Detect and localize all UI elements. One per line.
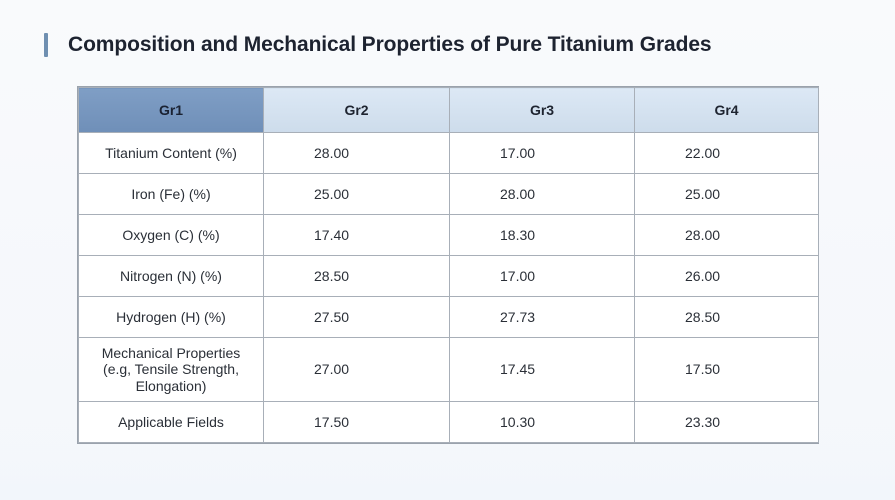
table-cell: 17.50 <box>263 401 450 443</box>
table-cell: 17.40 <box>263 214 450 256</box>
row-label: Titanium Content (%) <box>78 132 264 174</box>
title-area: Composition and Mechanical Properties of… <box>44 30 712 60</box>
table-cell: 27.73 <box>449 296 635 338</box>
page-title: Composition and Mechanical Properties of… <box>68 33 712 56</box>
header-gr3: Gr3 <box>449 87 635 133</box>
table-cell: 28.00 <box>263 132 450 174</box>
table-row: Hydrogen (H) (%) 27.50 27.73 28.50 <box>78 296 819 338</box>
title-accent-bar <box>44 33 48 57</box>
table-cell: 27.50 <box>263 296 450 338</box>
row-label: Nitrogen (N) (%) <box>78 255 264 297</box>
row-label: Applicable Fields <box>78 401 264 443</box>
table-cell: 17.45 <box>449 337 635 402</box>
table-cell: 27.00 <box>263 337 450 402</box>
row-label: Iron (Fe) (%) <box>78 173 264 215</box>
table-row: Iron (Fe) (%) 25.00 28.00 25.00 <box>78 173 819 215</box>
header-gr4: Gr4 <box>634 87 819 133</box>
table-header-row: Gr1 Gr2 Gr3 Gr4 <box>78 87 819 133</box>
table-cell: 25.00 <box>634 173 819 215</box>
table-cell: 28.50 <box>263 255 450 297</box>
row-label: Oxygen (C) (%) <box>78 214 264 256</box>
table-row: Oxygen (C) (%) 17.40 18.30 28.00 <box>78 214 819 256</box>
table-cell: 23.30 <box>634 401 819 443</box>
table-cell: 17.50 <box>634 337 819 402</box>
properties-table-container: Gr1 Gr2 Gr3 Gr4 Titanium Content (%) 28.… <box>77 86 819 444</box>
properties-table: Gr1 Gr2 Gr3 Gr4 Titanium Content (%) 28.… <box>78 87 819 443</box>
header-gr1: Gr1 <box>78 87 264 133</box>
table-cell: 18.30 <box>449 214 635 256</box>
row-label: Hydrogen (H) (%) <box>78 296 264 338</box>
bottom-fade <box>0 446 895 500</box>
table-cell: 26.00 <box>634 255 819 297</box>
table-row: Titanium Content (%) 28.00 17.00 22.00 <box>78 132 819 174</box>
table-cell: 28.00 <box>634 214 819 256</box>
table-row: Applicable Fields 17.50 10.30 23.30 <box>78 401 819 443</box>
table-cell: 25.00 <box>263 173 450 215</box>
table-cell: 17.00 <box>449 132 635 174</box>
table-cell: 10.30 <box>449 401 635 443</box>
table-row: Mechanical Properties (e.g, Tensile Stre… <box>78 337 819 402</box>
header-gr2: Gr2 <box>263 87 450 133</box>
table-row: Nitrogen (N) (%) 28.50 17.00 26.00 <box>78 255 819 297</box>
table-cell: 28.50 <box>634 296 819 338</box>
row-label: Mechanical Properties (e.g, Tensile Stre… <box>78 337 264 402</box>
table-cell: 28.00 <box>449 173 635 215</box>
table-cell: 22.00 <box>634 132 819 174</box>
table-cell: 17.00 <box>449 255 635 297</box>
